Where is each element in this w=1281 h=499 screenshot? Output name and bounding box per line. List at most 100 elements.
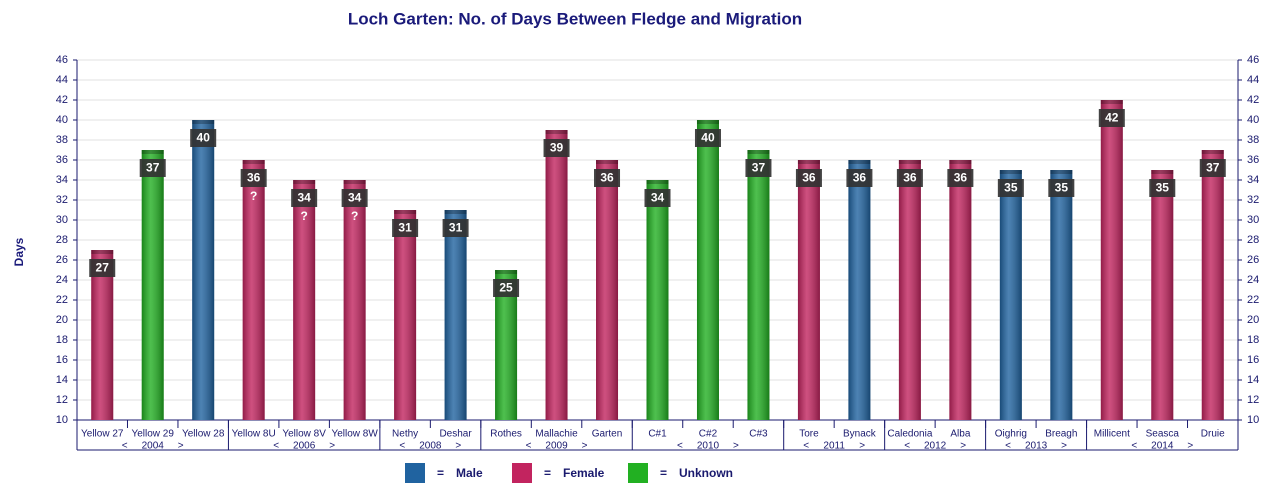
- group-arrow: >: [582, 441, 588, 452]
- x-tick-label: Alba: [950, 429, 970, 440]
- label-box: [89, 259, 116, 277]
- label-box: [644, 189, 671, 207]
- y2-tick-label: 42: [1247, 94, 1259, 106]
- bar-cap: [797, 160, 820, 164]
- group-arrow: >: [455, 441, 461, 452]
- data-label: 36: [853, 171, 867, 185]
- y2-tick-label: 20: [1247, 314, 1259, 326]
- data-label: 27: [96, 261, 110, 275]
- bar-shade: [444, 210, 467, 420]
- bar-cap: [444, 210, 467, 214]
- data-label: 25: [499, 281, 513, 295]
- data-label: 34: [348, 191, 362, 205]
- label-box: [392, 219, 419, 237]
- x-tick-label: C#2: [699, 429, 718, 440]
- label-box: [493, 279, 520, 297]
- y2-tick-label: 34: [1247, 174, 1259, 186]
- y-tick-label: 16: [56, 354, 68, 366]
- x-tick-label: Mallachie: [535, 429, 578, 440]
- bar-cap: [696, 120, 719, 124]
- x-tick-label: Bynack: [843, 429, 877, 440]
- label-box: [139, 159, 166, 177]
- data-label: 36: [247, 171, 261, 185]
- group-arrow: <: [677, 441, 683, 452]
- x-tick-label: Caledonia: [887, 429, 932, 440]
- group-arrow: >: [329, 441, 335, 452]
- chart-title: Loch Garten: No. of Days Between Fledge …: [348, 9, 802, 28]
- x-tick-label: Oighrig: [995, 429, 1027, 440]
- bar-cap: [949, 160, 972, 164]
- y-tick-label: 44: [56, 74, 68, 86]
- bar-cap: [343, 180, 366, 184]
- y2-tick-label: 16: [1247, 354, 1259, 366]
- y-tick-label: 34: [56, 174, 68, 186]
- data-label: 36: [954, 171, 968, 185]
- group-arrow: >: [733, 441, 739, 452]
- value-note: ?: [300, 209, 307, 223]
- y2-tick-label: 40: [1247, 114, 1259, 126]
- group-arrow: >: [960, 441, 966, 452]
- x-tick-label: Druie: [1201, 429, 1225, 440]
- x-tick-label: Breagh: [1045, 429, 1077, 440]
- value-note: ?: [250, 189, 257, 203]
- bar-shade: [797, 160, 820, 420]
- x-tick-label: Tore: [799, 429, 819, 440]
- y-tick-label: 20: [56, 314, 68, 326]
- bar-shade: [646, 180, 669, 420]
- group-label: 2006: [293, 441, 316, 452]
- bar-shade: [999, 170, 1022, 420]
- bar-cap: [293, 180, 316, 184]
- legend-separator: =: [437, 466, 444, 480]
- label-box: [240, 169, 267, 187]
- label-box: [947, 169, 974, 187]
- y-tick-label: 42: [56, 94, 68, 106]
- label-box: [896, 169, 923, 187]
- y-tick-label: 18: [56, 334, 68, 346]
- bar-shade: [1151, 170, 1174, 420]
- y-tick-label: 38: [56, 134, 68, 146]
- x-tick-label: C#1: [648, 429, 667, 440]
- data-label: 37: [752, 161, 766, 175]
- label-box: [190, 129, 217, 147]
- bar-shade: [394, 210, 417, 420]
- x-tick-label: C#3: [749, 429, 768, 440]
- y2-tick-label: 36: [1247, 154, 1259, 166]
- y2-tick-label: 10: [1247, 414, 1259, 426]
- bar-shade: [141, 150, 164, 420]
- bar-cap: [394, 210, 417, 214]
- x-tick-label: Yellow 8V: [282, 429, 326, 440]
- bar-cap: [999, 170, 1022, 174]
- group-arrow: <: [1005, 441, 1011, 452]
- group-arrow: <: [273, 441, 279, 452]
- legend-label: Unknown: [679, 466, 733, 480]
- label-box: [442, 219, 469, 237]
- label-box: [341, 189, 368, 207]
- y-tick-label: 24: [56, 274, 68, 286]
- y2-tick-label: 18: [1247, 334, 1259, 346]
- y2-tick-label: 22: [1247, 294, 1259, 306]
- bar-cap: [1151, 170, 1174, 174]
- bar-cap: [1201, 150, 1224, 154]
- y2-tick-label: 30: [1247, 214, 1259, 226]
- bar-cap: [242, 160, 265, 164]
- bar-cap: [141, 150, 164, 154]
- data-label: 34: [651, 191, 665, 205]
- y-tick-label: 40: [56, 114, 68, 126]
- group-label: 2004: [142, 441, 165, 452]
- y2-tick-label: 26: [1247, 254, 1259, 266]
- y-tick-label: 36: [56, 154, 68, 166]
- legend-separator: =: [544, 466, 551, 480]
- label-box: [1199, 159, 1226, 177]
- data-label: 35: [1055, 181, 1069, 195]
- bar-shade: [747, 150, 770, 420]
- x-tick-label: Rothes: [490, 429, 522, 440]
- y2-tick-label: 12: [1247, 394, 1259, 406]
- legend-swatch: [405, 463, 425, 483]
- group-arrow: >: [1061, 441, 1067, 452]
- legend-swatch: [512, 463, 532, 483]
- group-arrow: <: [1131, 441, 1137, 452]
- bar-cap: [545, 130, 568, 134]
- group-arrow: <: [803, 441, 809, 452]
- x-tick-label: Yellow 29: [131, 429, 174, 440]
- bar-cap: [646, 180, 669, 184]
